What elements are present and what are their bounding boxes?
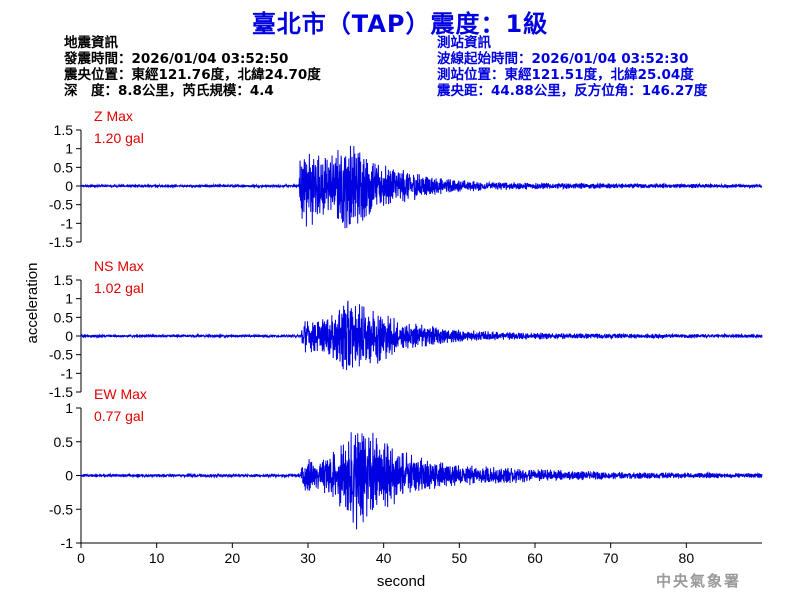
y-tick-label: -0.5 — [49, 347, 73, 363]
y-tick-label: -0.5 — [49, 501, 73, 517]
y-tick-label: 0.5 — [54, 309, 74, 325]
x-tick-label: 20 — [225, 550, 241, 566]
panel-z: 1.5 1 0.5 0 -0.5 -1 -1.5 Z Max 1.20 gal — [49, 108, 763, 250]
earthquake-info: 地震資訊 發震時間：2026/01/04 03:52:50 震央位置：東經121… — [64, 35, 321, 99]
y-tick-label: -0.5 — [49, 197, 73, 213]
max-label: Z Max — [94, 108, 133, 124]
y-tick-label: 0 — [65, 328, 73, 344]
x-tick-label: 60 — [527, 550, 543, 566]
origin-time: 發震時間：2026/01/04 03:52:50 — [64, 51, 289, 67]
y-tick-label: 1.5 — [54, 122, 74, 138]
max-value: 1.20 gal — [94, 130, 144, 146]
y-tick-label: -1.5 — [49, 384, 73, 400]
y-tick-label: -1.5 — [49, 234, 73, 250]
panel-ns: 1.5 1 0.5 0 -0.5 -1 -1.5 NS Max 1.02 gal — [49, 258, 763, 400]
station-info-heading: 測站資訊 — [437, 35, 491, 51]
x-axis-label: second — [377, 573, 425, 590]
y-tick-label: 1 — [65, 291, 73, 307]
waveform-trace-ew — [80, 432, 763, 530]
y-tick-label: 1 — [65, 400, 73, 416]
y-tick-label: 0 — [65, 468, 73, 484]
depth-magnitude: 深 度：8.8公里，芮氏規模：4.4 — [64, 83, 274, 99]
station-info: 測站資訊 波線起始時間：2026/01/04 03:52:30 測站位置：東經1… — [437, 35, 707, 99]
x-tick-label: 50 — [452, 550, 468, 566]
chart-title: 臺北市（TAP）震度：1級 — [251, 10, 549, 38]
x-axis: 0 10 20 30 40 50 60 70 80 — [77, 542, 762, 566]
x-tick-label: 10 — [149, 550, 165, 566]
x-tick-label: 0 — [77, 550, 85, 566]
earthquake-info-heading: 地震資訊 — [64, 35, 118, 51]
y-axis-label: acceleration — [24, 263, 41, 344]
y-tick-label: -1 — [61, 535, 74, 551]
panel-ew: 1 0.5 0 -0.5 -1 EW Max 0.77 gal — [49, 386, 763, 551]
max-label: NS Max — [94, 258, 144, 274]
epicenter-location: 震央位置：東經121.76度，北緯24.70度 — [64, 67, 321, 83]
y-tick-label: 1 — [65, 141, 73, 157]
y-tick-label: 0.5 — [54, 434, 74, 450]
y-tick-label: 0.5 — [54, 159, 74, 175]
x-tick-label: 80 — [679, 550, 695, 566]
y-tick-label: 0 — [65, 178, 73, 194]
y-tick-label: -1 — [61, 215, 74, 231]
agency-watermark: 中央氣象署 — [656, 572, 742, 590]
x-tick-label: 40 — [376, 550, 392, 566]
station-location: 測站位置：東經121.51度，北緯25.04度 — [437, 67, 694, 83]
max-value: 1.02 gal — [94, 280, 144, 296]
max-value: 0.77 gal — [94, 408, 144, 424]
waveform-trace-z — [80, 145, 763, 229]
y-tick-label: 1.5 — [54, 272, 74, 288]
waveform-trace-ns — [80, 300, 763, 371]
wave-start-time: 波線起始時間：2026/01/04 03:52:30 — [437, 51, 689, 67]
epicentral-distance-azimuth: 震央距：44.88公里，反方位角：146.27度 — [437, 83, 708, 99]
y-tick-label: -1 — [61, 365, 74, 381]
max-label: EW Max — [94, 386, 147, 402]
x-tick-label: 70 — [603, 550, 619, 566]
x-tick-label: 30 — [300, 550, 316, 566]
